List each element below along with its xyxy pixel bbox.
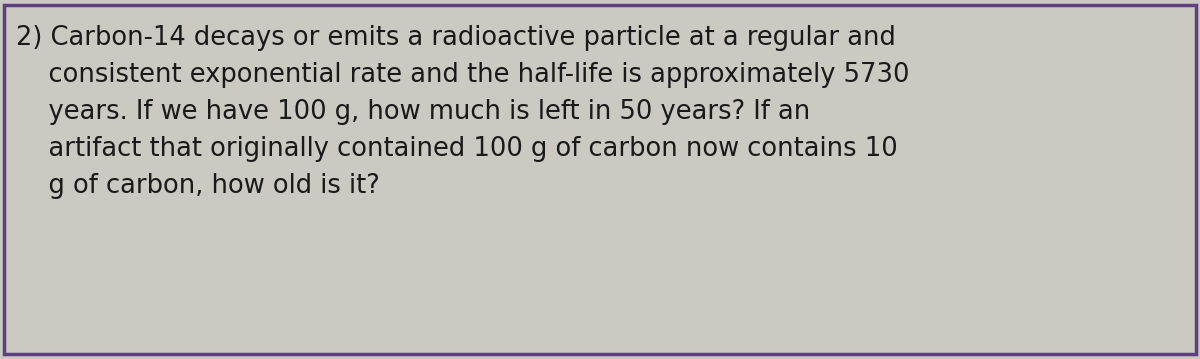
Text: 2) Carbon-14 decays or emits a radioactive particle at a regular and
    consist: 2) Carbon-14 decays or emits a radioacti… — [16, 25, 910, 199]
